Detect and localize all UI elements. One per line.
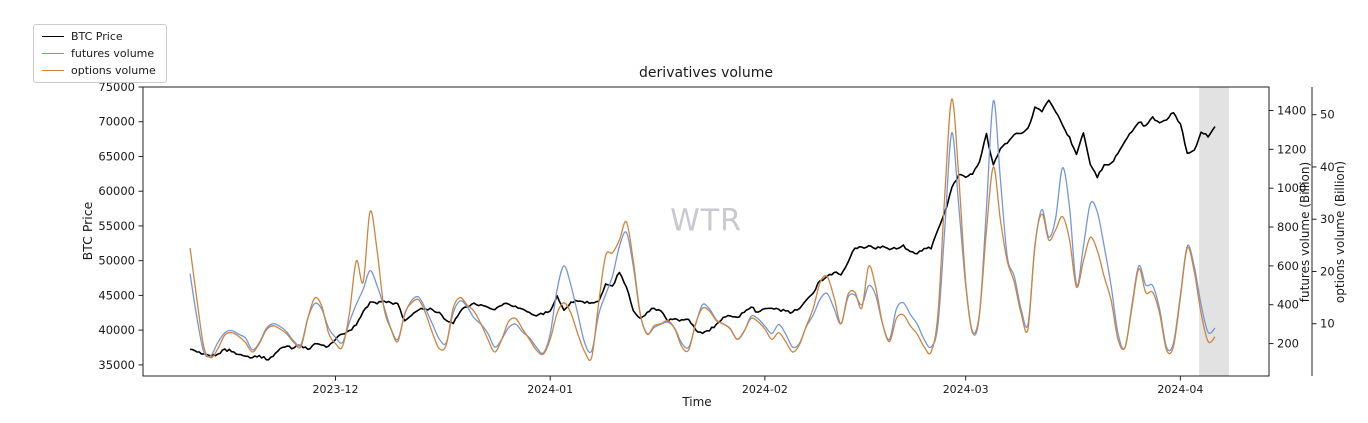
btc-price-line (190, 99, 1216, 361)
y-tick-label-btc: 40000 (98, 323, 135, 337)
y-tick-label-options: 10 (1320, 317, 1335, 331)
x-tick-label: 2024-02 (742, 383, 788, 396)
btc-price-line-swatch (42, 36, 64, 37)
highlight-span (1199, 87, 1229, 376)
y-tick-label-btc: 55000 (98, 219, 135, 233)
y-axis-label-futures: futures volume (Billion) (1298, 162, 1312, 302)
y-tick-label-btc: 35000 (98, 358, 135, 372)
plot-border (142, 86, 1270, 377)
x-tick-label: 2023-12 (313, 383, 359, 396)
y-tick-label-btc: 65000 (98, 149, 135, 163)
y-tick-label-btc: 75000 (98, 80, 135, 94)
y-tick-label-futures: 1200 (1277, 142, 1306, 156)
y-axis-label-options: options volume (Billion) (1333, 161, 1347, 303)
y-tick-label-options: 20 (1320, 264, 1335, 278)
y-tick-label-futures: 600 (1277, 259, 1299, 273)
legend-item-btc-price: BTC Price (42, 30, 156, 43)
x-axis-label: Time (681, 395, 711, 409)
y-tick-label-btc: 45000 (98, 288, 135, 302)
y-tick-label-futures: 800 (1277, 220, 1299, 234)
y-tick-label-btc: 70000 (98, 115, 135, 129)
legend: BTC Price futures volume options volume (33, 24, 167, 83)
y-tick-label-futures: 200 (1277, 337, 1299, 351)
y-tick-label-options: 30 (1320, 212, 1335, 226)
watermark-text: WTR (670, 203, 742, 239)
x-tick-label: 2024-03 (943, 383, 989, 396)
y-axis-label-btc: BTC Price (80, 201, 95, 260)
legend-label: futures volume (71, 47, 155, 60)
y-tick-label-futures: 1400 (1277, 104, 1306, 118)
x-tick-label: 2024-01 (527, 383, 573, 396)
y-tick-label-btc: 50000 (98, 254, 135, 268)
legend-label: options volume (71, 64, 156, 77)
legend-item-futures-volume: futures volume (42, 47, 156, 60)
options-volume-line (189, 98, 1216, 362)
options-volume-line-swatch (42, 70, 64, 71)
y-tick-label-options: 50 (1320, 108, 1335, 122)
x-tick-label: 2024-04 (1157, 383, 1203, 396)
y-tick-label-btc: 60000 (98, 184, 135, 198)
y-tick-label-futures: 1000 (1277, 181, 1306, 195)
futures-volume-line (189, 100, 1216, 358)
chart-title: derivatives volume (639, 65, 773, 81)
y-tick-label-futures: 400 (1277, 298, 1299, 312)
futures-volume-line-swatch (42, 53, 64, 54)
legend-label: BTC Price (71, 30, 123, 43)
legend-item-options-volume: options volume (42, 64, 156, 77)
y-tick-label-options: 40 (1320, 160, 1335, 174)
